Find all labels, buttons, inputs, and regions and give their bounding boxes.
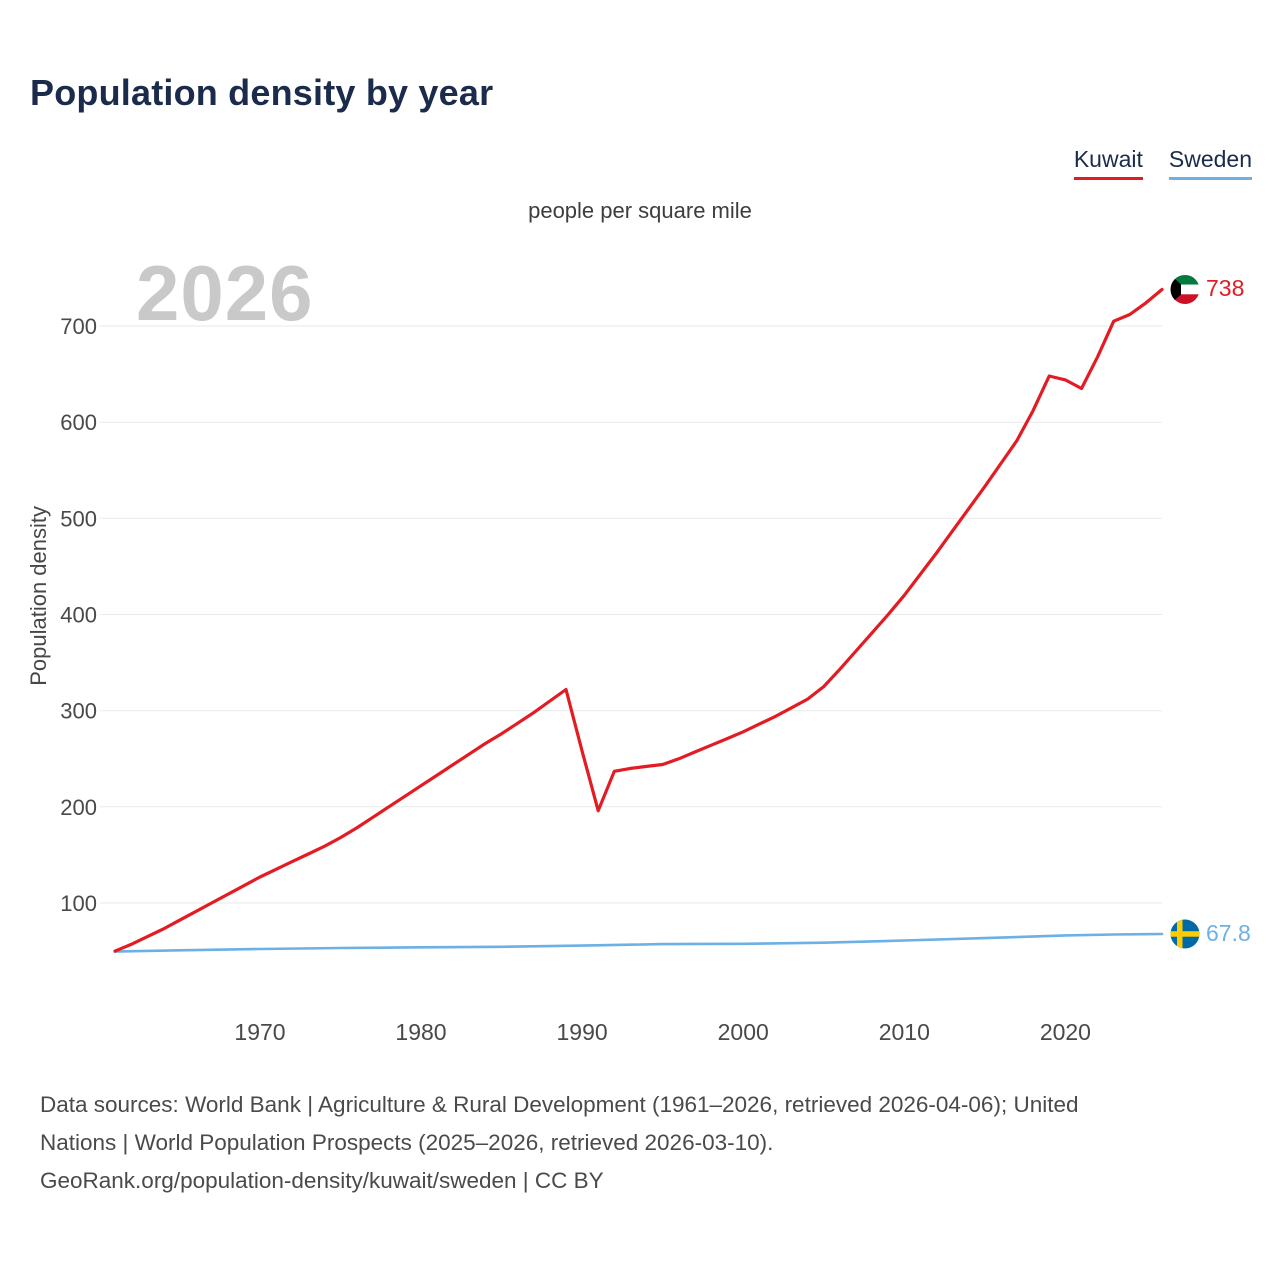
legend: Kuwait Sweden	[1073, 146, 1252, 180]
footer-line: Nations | World Population Prospects (20…	[40, 1130, 774, 1155]
x-tick-label: 1980	[395, 1019, 446, 1045]
y-tick-label: 200	[60, 795, 97, 820]
footer-line: Data sources: World Bank | Agriculture &…	[40, 1092, 1079, 1117]
series-line-sweden	[113, 932, 1164, 953]
y-tick-label: 400	[60, 603, 97, 628]
y-tick-label: 500	[60, 506, 97, 531]
y-tick-label: 700	[60, 314, 97, 339]
year-watermark: 2026	[136, 249, 314, 337]
x-tick-label: 2000	[718, 1019, 769, 1045]
x-tick-label: 2020	[1040, 1019, 1091, 1045]
x-tick-label: 2010	[879, 1019, 930, 1045]
footer-link-line[interactable]: GeoRank.org/population-density/kuwait/sw…	[40, 1168, 604, 1193]
sweden-flag-icon	[1170, 919, 1200, 949]
kuwait-end-value: 738	[1206, 275, 1245, 301]
x-tick-label: 1970	[234, 1019, 285, 1045]
chart-subtitle: people per square mile	[528, 198, 752, 223]
legend-item-kuwait[interactable]: Kuwait	[1073, 146, 1143, 180]
y-tick-label: 100	[60, 891, 97, 916]
kuwait-flag-icon	[1170, 274, 1200, 304]
page-title: Population density by year	[30, 72, 494, 113]
legend-item-sweden[interactable]: Sweden	[1168, 146, 1252, 180]
y-tick-label: 300	[60, 699, 97, 724]
footer-attribution: Data sources: World Bank | Agriculture &…	[40, 1086, 1078, 1200]
x-tick-label: 1990	[557, 1019, 608, 1045]
y-tick-label: 600	[60, 410, 97, 435]
series-line-kuwait	[113, 287, 1164, 953]
sweden-end-value: 67.8	[1206, 920, 1251, 946]
